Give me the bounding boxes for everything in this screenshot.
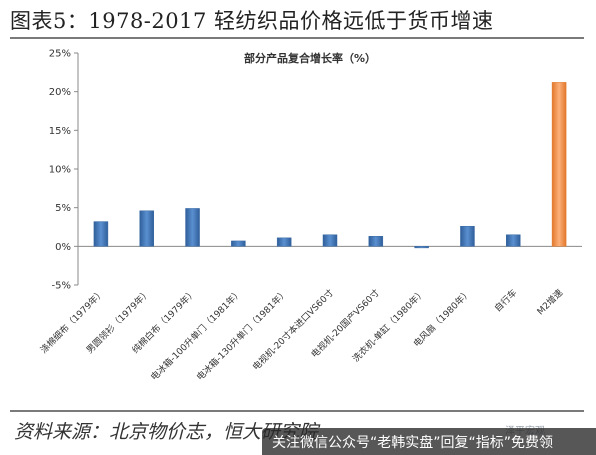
bar <box>231 240 246 247</box>
y-tick-label: 15% <box>49 126 71 137</box>
x-tick-label: 电冰箱-100升单门（1981年） <box>148 287 244 383</box>
bar <box>506 234 521 247</box>
bar <box>276 237 292 247</box>
bars <box>93 82 567 249</box>
source-divider <box>10 410 584 412</box>
bar <box>368 236 384 247</box>
x-axis-labels: 涤棉细布（1979年）男圆领衫（1979年）纯棉白布（1979年）电冰箱-100… <box>38 287 565 383</box>
title-divider <box>10 37 584 39</box>
bar-chart: 部分产品复合增长率（%） -5% 0% 5% 10% 15% 20% 25% 涤棉细布（19… <box>38 49 582 383</box>
promo-banner[interactable] <box>262 428 596 455</box>
x-tick-label: 电视机-20寸本进口VS60寸 <box>250 287 336 373</box>
chart-title: 部分产品复合增长率（%） <box>244 51 376 65</box>
y-tick-label: 5% <box>55 203 71 214</box>
y-tick-label: 20% <box>49 87 71 98</box>
source-note: 资料来源：北京物价志，恒大研究院 <box>14 421 319 443</box>
bar <box>460 225 475 247</box>
y-tick-label: 10% <box>49 165 71 176</box>
x-tick-label: 洗衣机-单缸（1980年） <box>350 287 428 365</box>
bar <box>139 210 154 247</box>
bar <box>322 234 338 247</box>
y-tick-label: 0% <box>55 242 71 253</box>
x-tick-label: 自行车 <box>492 287 520 315</box>
bar <box>414 246 429 249</box>
figure-title: 图表5：1978-2017 轻纺织品价格远低于货币增速 <box>10 9 494 33</box>
x-tick-label: 电冰箱-130升单门（1981年） <box>194 287 290 383</box>
promo-banner-text: 关注微信公众号“老韩实盘”回复“指标”免费领 <box>272 435 554 451</box>
chart-area: 部分产品复合增长率（%） -5% 0% 5% 10% 15% 20% 25% 涤棉细布（19… <box>0 40 596 408</box>
bar-m2-growth <box>551 82 567 247</box>
x-tick-label: M2增速 <box>534 287 565 318</box>
y-tick-label: 25% <box>49 49 71 60</box>
y-axis: -5% 0% 5% 10% 15% 20% 25% <box>49 49 582 292</box>
bar <box>93 221 109 247</box>
bar <box>185 208 200 247</box>
y-tick-label: -5% <box>52 281 71 292</box>
